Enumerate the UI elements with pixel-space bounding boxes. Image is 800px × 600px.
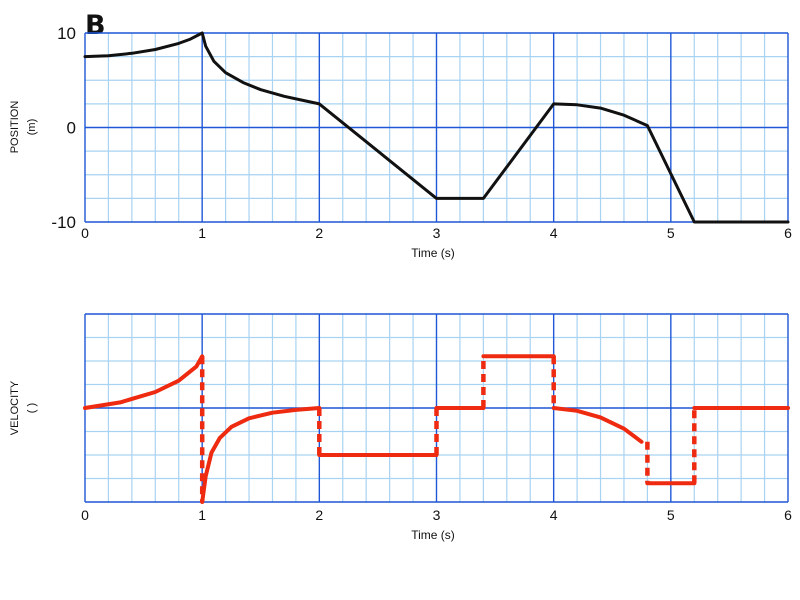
velocity-x-tick-label: 2	[315, 507, 323, 523]
velocity-segment	[200, 406, 322, 504]
velocity-x-tick-label: 1	[198, 507, 206, 523]
velocity-x-axis-label: Time (s)	[411, 528, 455, 542]
position-x-ticks: 0 1 2 3 4 5 6	[81, 225, 792, 241]
position-grid	[84, 32, 789, 223]
position-x-tick-label: 6	[784, 225, 792, 241]
velocity-series	[83, 354, 790, 504]
position-x-tick-label: 4	[550, 225, 558, 241]
velocity-chart: 0 1 2 3 4 5 6 Time (s) VELOCITY ( )	[9, 313, 792, 542]
panel-label: B	[85, 10, 106, 41]
position-y-tick-label: -10	[51, 213, 76, 232]
position-y-tick-label: 10	[57, 24, 76, 43]
position-x-axis-label: Time (s)	[411, 246, 455, 260]
position-y-ticks: 10 0 -10	[51, 24, 76, 232]
velocity-x-ticks: 0 1 2 3 4 5 6	[81, 507, 792, 523]
velocity-x-tick-label: 6	[784, 507, 792, 523]
velocity-y-axis-label: VELOCITY	[9, 380, 21, 435]
position-series-line	[83, 31, 790, 224]
velocity-segment	[551, 406, 644, 444]
velocity-y-axis-unit: ( )	[26, 403, 38, 413]
velocity-x-tick-label: 3	[433, 507, 441, 523]
position-x-tick-label: 2	[315, 225, 323, 241]
position-x-tick-label: 5	[667, 225, 675, 241]
velocity-x-tick-label: 4	[550, 507, 558, 523]
position-chart: 10 0 -10 0 1 2 3 4 5 6 Time (s) POSITION (m)	[9, 24, 792, 260]
position-y-axis-label: POSITION	[9, 101, 21, 154]
position-x-tick-label: 0	[81, 225, 89, 241]
position-y-tick-label: 0	[67, 119, 76, 138]
velocity-segment	[83, 354, 205, 410]
velocity-x-tick-label: 0	[81, 507, 89, 523]
position-series	[83, 31, 790, 224]
velocity-x-tick-label: 5	[667, 507, 675, 523]
position-x-tick-label: 3	[433, 225, 441, 241]
position-x-tick-label: 1	[198, 225, 206, 241]
position-y-axis-unit: (m)	[26, 119, 38, 136]
